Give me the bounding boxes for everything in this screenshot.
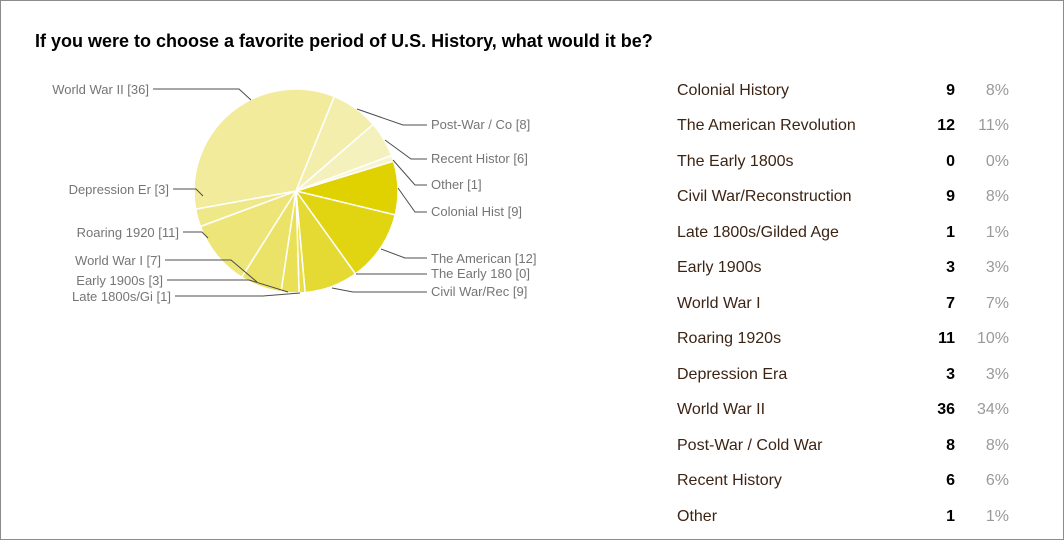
pie-callout-civil-war: Civil War/Rec [9] (431, 284, 528, 299)
table-row: The American Revolution 12 11% (677, 109, 1009, 145)
table-row: World War I 7 7% (677, 286, 1009, 322)
pie-callout-late-1800s: Late 1800s/Gi [1] (71, 289, 171, 304)
table-row: Post-War / Cold War 8 8% (677, 428, 1009, 464)
answer-count: 0 (946, 152, 955, 170)
answer-percent: 3% (985, 365, 1009, 383)
leader-line-colonial (397, 187, 427, 213)
pie-callout-american-revolution: The American [12] (431, 251, 537, 266)
answer-count: 9 (946, 81, 955, 99)
table-row: Late 1800s/Gilded Age 1 1% (677, 215, 1009, 251)
leader-line-civil-war (331, 287, 427, 293)
pie-chart: World War II [36] Depression Er [3] Roar… (1, 1, 661, 540)
table-row: Roaring 1920s 11 10% (677, 322, 1009, 358)
pie-callout-early-1900s: Early 1900s [3] (76, 273, 163, 288)
answer-count: 8 (946, 436, 955, 454)
answer-label: The American Revolution (677, 117, 856, 135)
table-row: The Early 1800s 0 0% (677, 144, 1009, 180)
answer-label: Late 1800s/Gilded Age (677, 223, 839, 241)
leader-line-world-war-ii (153, 88, 252, 101)
leader-line-american-revolution (380, 248, 427, 259)
pie-callout-colonial-history: Colonial Hist [9] (431, 204, 523, 219)
answer-count: 7 (946, 294, 955, 312)
answer-label: Roaring 1920s (677, 330, 782, 348)
leader-line-depression (173, 188, 204, 197)
pie-slice (294, 189, 397, 275)
answer-label: Depression Era (677, 365, 788, 383)
answer-percent: 7% (985, 294, 1009, 312)
leader-line-roaring-1920s (183, 231, 209, 239)
pie-callout-recent-history: Recent Histor [6] (431, 151, 528, 166)
answer-label: Early 1900s (677, 259, 762, 277)
table-row: Early 1900s 3 3% (677, 251, 1009, 287)
answer-percent: 3% (985, 259, 1009, 277)
table-row: Colonial History 9 8% (677, 73, 1009, 109)
answer-label: Colonial History (677, 81, 790, 99)
table-row: World War II 36 34% (677, 393, 1009, 429)
answer-label: The Early 1800s (677, 152, 794, 170)
answer-percent: 1% (985, 507, 1009, 525)
pie-callout-other: Other [1] (431, 177, 482, 192)
pie-callout-post-war: Post-War / Co [8] (431, 117, 531, 132)
answer-count: 3 (946, 365, 955, 383)
pie-slice (193, 88, 336, 210)
answer-percent: 1% (985, 223, 1009, 241)
answer-label: Civil War/Reconstruction (677, 188, 852, 206)
answer-percent: 10% (976, 330, 1009, 348)
leader-line-post-war (356, 108, 427, 126)
answer-count: 1 (946, 507, 955, 525)
answer-percent: 6% (985, 472, 1009, 490)
answer-label: World War II (677, 401, 766, 419)
answer-percent: 11% (978, 117, 1009, 135)
answer-percent: 0% (985, 152, 1009, 170)
answer-label: Post-War / Cold War (677, 436, 823, 454)
table-row: Depression Era 3 3% (677, 357, 1009, 393)
answer-percent: 8% (985, 436, 1009, 454)
leader-line-late-1800s (175, 292, 301, 297)
answer-percent: 8% (985, 81, 1009, 99)
leader-line-world-war-i (165, 259, 258, 283)
pie-callout-world-war-ii: World War II [36] (52, 82, 149, 97)
answer-label: World War I (677, 294, 761, 312)
answer-count: 6 (946, 472, 955, 490)
leader-line-other (392, 159, 427, 186)
answer-percent: 34% (976, 401, 1009, 419)
pie-callout-early-1800s: The Early 180 [0] (431, 266, 530, 281)
answer-count: 11 (938, 330, 955, 348)
table-row: Civil War/Reconstruction 9 8% (677, 180, 1009, 216)
leader-line-early-1900s (167, 279, 289, 293)
pie-chart-svg (153, 88, 427, 297)
pie-callout-world-war-i: World War I [7] (75, 253, 161, 268)
results-table: Colonial History 9 8% The American Revol… (677, 73, 1009, 535)
table-row: Recent History 6 6% (677, 464, 1009, 500)
pie-callout-roaring-1920s: Roaring 1920 [11] (76, 225, 179, 240)
answer-percent: 8% (985, 188, 1009, 206)
answer-count: 9 (946, 188, 955, 206)
pie-slices-group (193, 88, 399, 294)
answer-count: 12 (937, 117, 955, 135)
answer-label: Recent History (677, 472, 782, 490)
leader-line-recent-history (384, 139, 427, 160)
question-title: If you were to choose a favorite period … (35, 31, 653, 51)
answer-count: 1 (946, 223, 955, 241)
answer-count: 36 (937, 401, 955, 419)
answer-label: Other (677, 507, 718, 525)
pie-callout-depression-era: Depression Er [3] (68, 182, 169, 197)
answer-count: 3 (946, 259, 955, 277)
table-row: Other 1 1% (677, 499, 1009, 535)
